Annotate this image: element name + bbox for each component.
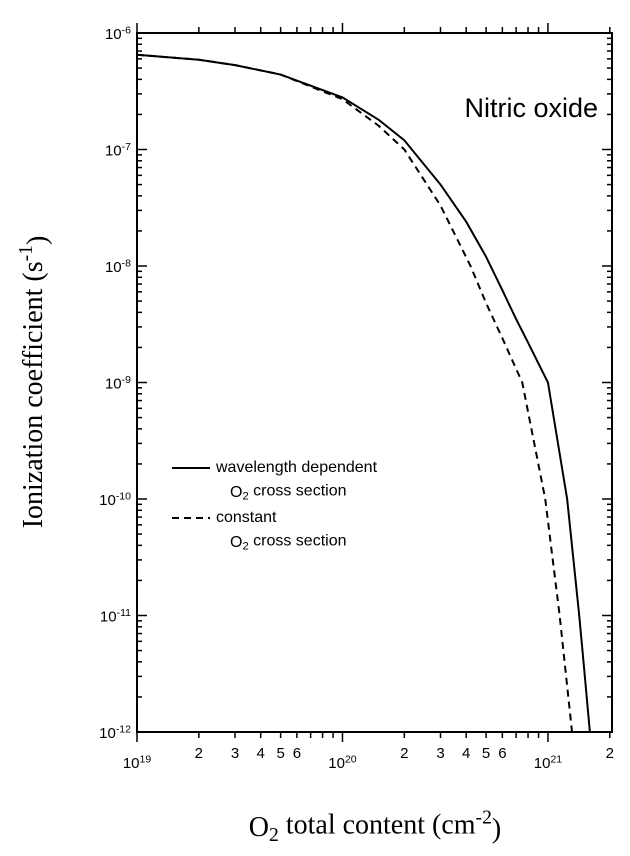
series-line	[136, 53, 591, 733]
legend-label: wavelength dependent O2 cross section	[215, 459, 378, 502]
y-tick-label: 10-7	[105, 141, 131, 160]
y-tick-label: 10-9	[105, 374, 131, 393]
x-tick-label: 1019	[123, 753, 152, 772]
x-tick-label: 1021	[534, 753, 563, 772]
x-tick-label: 2	[606, 745, 614, 762]
annotation: Nitric oxide	[464, 93, 598, 123]
y-tick-label: 10-6	[105, 24, 131, 43]
x-tick-label: 1020	[328, 753, 357, 772]
legend-label: constant O2 cross section	[216, 509, 347, 552]
y-tick-label: 10-11	[100, 607, 131, 626]
y-tick-label: 10-10	[99, 490, 131, 509]
x-tick-label: 4	[462, 745, 470, 762]
x-tick-label: 3	[436, 745, 444, 762]
y-tick-label: 10-8	[105, 257, 131, 276]
x-tick-label: 2	[195, 745, 203, 762]
y-tick-label: 10-12	[99, 723, 131, 742]
x-tick-label: 2	[400, 745, 408, 762]
x-tick-label: 4	[257, 745, 265, 762]
x-tick-label: 6	[498, 745, 506, 762]
series-line	[136, 53, 574, 733]
x-axis-title: O2 total content (cm-2)	[249, 807, 501, 845]
x-tick-label: 5	[482, 745, 490, 762]
x-tick-label: 3	[231, 745, 239, 762]
plot-frame	[136, 32, 613, 733]
x-tick-label: 5	[276, 745, 284, 762]
x-tick-label: 6	[293, 745, 301, 762]
y-axis-title: Ionization coefficient (s-1)	[16, 236, 54, 529]
